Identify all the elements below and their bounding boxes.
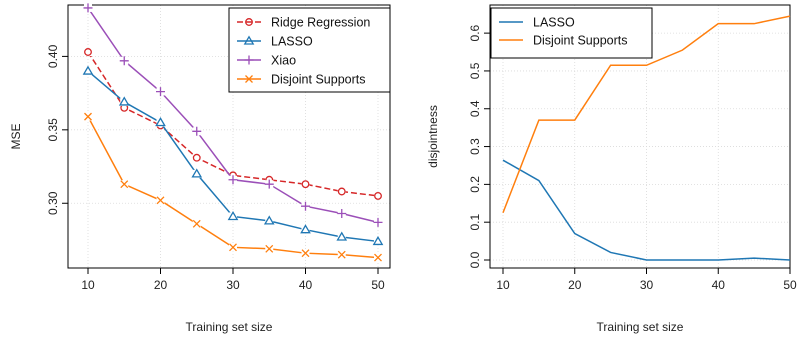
x-tick-label: 30 xyxy=(226,278,240,292)
data-point xyxy=(192,126,202,136)
data-point xyxy=(337,209,347,219)
legend-label: Disjoint Supports xyxy=(271,73,366,87)
data-point xyxy=(372,235,384,246)
marker-bg xyxy=(229,212,237,221)
legend-marker xyxy=(245,75,253,83)
marker-bg xyxy=(374,191,382,200)
data-point xyxy=(265,244,274,253)
marker-bg xyxy=(265,216,274,225)
legend-box xyxy=(490,7,653,59)
legend: LASSO Disjoint Supports xyxy=(490,7,653,59)
y-tick-label: 0.35 xyxy=(46,118,60,142)
marker-bg xyxy=(156,118,165,127)
plot-frame xyxy=(489,4,791,269)
data-point xyxy=(82,65,94,75)
marker-bg xyxy=(192,169,201,178)
marker-bg xyxy=(120,103,129,112)
disjointness-chart: 10 20 30 40 50 0.0 0.1 0.2 0.3 0.4 0.5 0.6 Training … xyxy=(426,4,797,334)
y-tick-label: 0.4 xyxy=(468,100,482,117)
marker-bg xyxy=(337,233,346,242)
x-tick-label: 10 xyxy=(496,278,510,292)
data-point xyxy=(263,215,275,225)
marker-bg xyxy=(301,180,310,189)
data-point xyxy=(300,224,311,234)
data-point xyxy=(301,201,310,211)
legend: Ridge Regression LASSO Xiao Disjoint Suppor… xyxy=(228,7,391,93)
data-point xyxy=(84,112,92,121)
legend-label: Disjoint Supports xyxy=(533,34,628,48)
data-point xyxy=(336,231,348,241)
series-line xyxy=(502,159,791,261)
data-point xyxy=(374,191,382,200)
x-axis-label: Training set size xyxy=(186,320,273,334)
data-point xyxy=(119,56,129,66)
data-point xyxy=(120,180,129,189)
data-point xyxy=(83,3,93,13)
x-tick-label: 20 xyxy=(154,278,168,292)
data-point xyxy=(374,253,382,262)
y-tick-label: 0.30 xyxy=(46,191,60,215)
marker-bg xyxy=(120,97,129,106)
data-point xyxy=(156,196,165,205)
x-axis-label: Training set size xyxy=(597,320,684,334)
series-line xyxy=(87,51,379,197)
x-tick-label: 20 xyxy=(568,278,582,292)
legend-marker xyxy=(243,35,255,45)
data-point xyxy=(192,219,201,228)
y-tick-label: 0.1 xyxy=(468,214,482,231)
data-point xyxy=(155,116,166,127)
data-point xyxy=(337,250,346,259)
data-point xyxy=(301,180,310,189)
data-point xyxy=(337,187,346,196)
data-point xyxy=(118,96,130,106)
legend-label: LASSO xyxy=(533,16,575,30)
y-tick-label: 0.0 xyxy=(468,251,482,268)
y-tick-label: 0.6 xyxy=(468,24,482,41)
data-point xyxy=(228,175,238,185)
x-tick-label: 40 xyxy=(712,278,726,292)
data-point xyxy=(191,168,203,178)
plot-frame xyxy=(67,4,391,269)
legend-label: Xiao xyxy=(271,54,296,68)
legend-marker xyxy=(244,55,254,65)
y-axis-label: MSE xyxy=(9,123,23,149)
x-tick-label: 50 xyxy=(783,278,797,292)
series-line xyxy=(502,15,791,214)
y-tick-label: 0.40 xyxy=(46,44,60,68)
data-point xyxy=(156,87,165,97)
data-point xyxy=(373,217,383,227)
data-point xyxy=(229,243,237,252)
marker-bg xyxy=(192,153,201,162)
y-axis-label: disjointness xyxy=(426,105,440,168)
legend-label: Ridge Regression xyxy=(271,16,370,30)
marker-bg xyxy=(301,225,310,234)
marker-bg xyxy=(84,47,92,56)
data-point xyxy=(301,249,310,258)
marker-bg xyxy=(374,237,382,246)
x-tick-label: 40 xyxy=(299,278,313,292)
y-tick-label: 0.5 xyxy=(468,62,482,79)
legend-marker xyxy=(245,18,253,26)
x-tick-label: 10 xyxy=(81,278,95,292)
data-point xyxy=(192,153,201,162)
legend-label: LASSO xyxy=(271,35,313,49)
x-tick-label: 30 xyxy=(640,278,654,292)
data-point xyxy=(227,210,239,221)
x-tick-label: 50 xyxy=(371,278,385,292)
data-point xyxy=(264,179,274,189)
marker-bg xyxy=(337,187,346,196)
y-tick-label: 0.2 xyxy=(468,176,482,193)
marker-bg xyxy=(84,67,92,76)
y-tick-label: 0.3 xyxy=(468,138,482,155)
data-point xyxy=(84,48,92,56)
mse-chart: 10 20 30 40 50 0.30 0.35 0.40 Training set size M… xyxy=(9,3,391,334)
